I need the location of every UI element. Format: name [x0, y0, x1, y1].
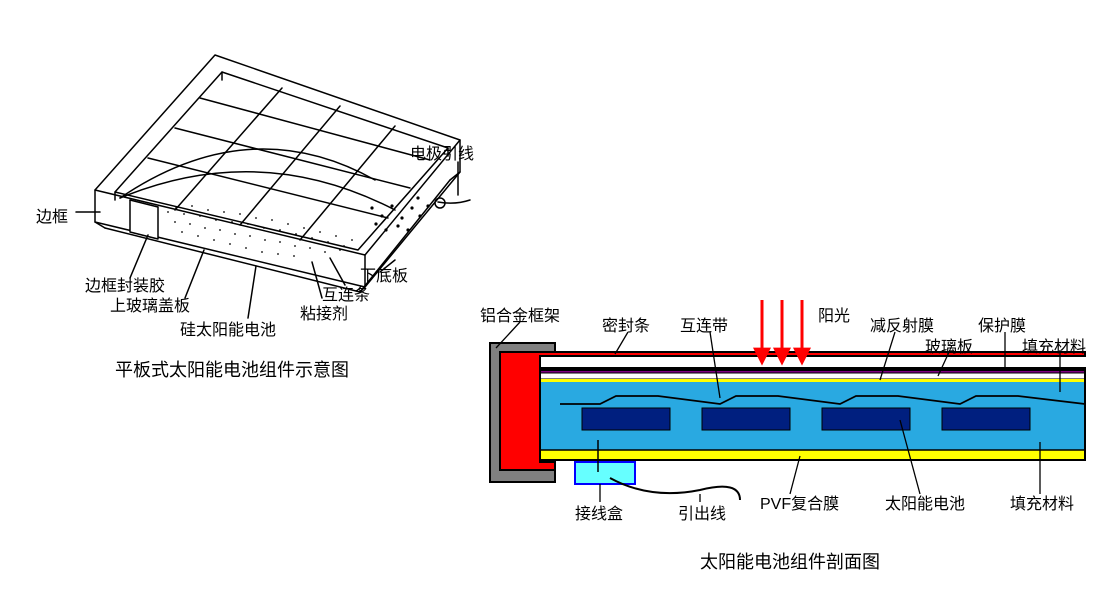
label-seal-strip: 密封条 — [602, 312, 650, 336]
junction-box — [575, 462, 635, 484]
label-pvf: PVF复合膜 — [760, 490, 839, 514]
label-al-frame: 铝合金框架 — [480, 302, 560, 326]
label-interconnect: 互连带 — [680, 312, 728, 336]
label-solar-cell: 太阳能电池 — [885, 490, 965, 514]
glass-layer — [540, 373, 1085, 379]
ar-coat-layer — [540, 379, 1085, 382]
label-junction-box: 接线盒 — [575, 500, 623, 524]
label-fill-right: 填充材料 — [1022, 333, 1086, 357]
label-sunlight: 阳光 — [818, 302, 850, 326]
label-glass-plate: 玻璃板 — [925, 333, 973, 357]
label-lead-out: 引出线 — [678, 500, 726, 524]
pvf-layer — [540, 450, 1085, 460]
fill-top-layer — [540, 382, 1085, 408]
fill-bottom-layer — [540, 432, 1085, 450]
label-fill-bottom: 填充材料 — [1010, 490, 1074, 514]
right-figure-caption: 太阳能电池组件剖面图 — [700, 548, 880, 574]
label-protect-film: 保护膜 — [978, 312, 1026, 336]
